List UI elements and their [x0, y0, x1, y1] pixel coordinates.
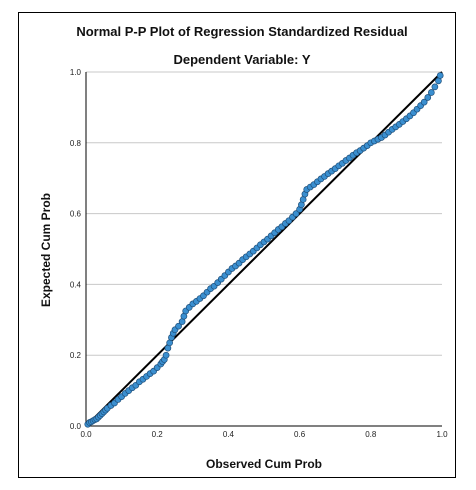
y-tick-label: 0.6: [70, 210, 82, 219]
x-tick-label: 0.8: [365, 430, 377, 439]
data-point: [431, 83, 439, 91]
data-point: [420, 98, 428, 106]
y-tick-label: 0.4: [70, 280, 82, 289]
y-tick-label: 0.0: [70, 422, 82, 431]
y-axis-label: Expected Cum Prob: [39, 193, 53, 307]
tick-labels: 0.0 0.2 0.4 0.6 0.8 1.0 0.0 0.2 0.4 0.6 0.8 1.0: [70, 68, 448, 439]
x-tick-label: 0.6: [294, 430, 306, 439]
data-point: [292, 210, 300, 217]
x-axis-label: Observed Cum Prob: [206, 457, 322, 471]
reference-line: [85, 71, 443, 427]
x-tick-label: 1.0: [436, 430, 448, 439]
data-point: [424, 94, 432, 101]
data-point: [436, 72, 444, 79]
chart-title: Normal P-P Plot of Regression Standardiz…: [76, 24, 407, 39]
chart-subtitle: Dependent Variable: Y: [173, 52, 310, 67]
y-tick-label: 1.0: [70, 68, 82, 77]
y-tick-label: 0.2: [70, 351, 82, 360]
data-points: [84, 72, 444, 428]
gridlines: [86, 71, 442, 356]
x-tick-label: 0.2: [152, 430, 164, 439]
y-tick-label: 0.8: [70, 139, 82, 148]
data-point: [427, 89, 435, 96]
data-point: [175, 322, 182, 330]
x-tick-label: 0.0: [80, 430, 92, 439]
data-point: [162, 351, 170, 359]
chart-frame: [18, 12, 456, 478]
x-tick-label: 0.4: [223, 430, 235, 439]
